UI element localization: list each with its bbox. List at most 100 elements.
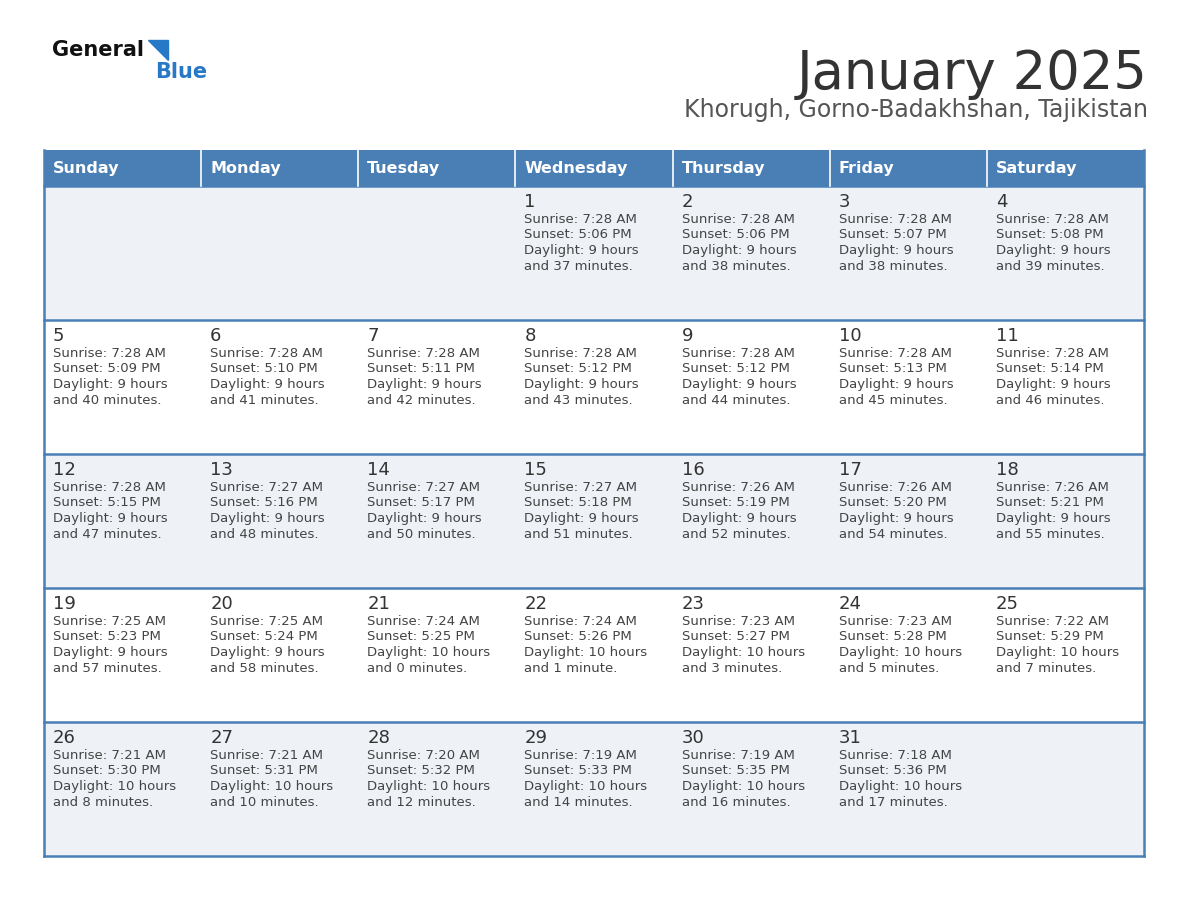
Text: 26: 26 [53,729,76,747]
Text: Sunset: 5:11 PM: Sunset: 5:11 PM [367,363,475,375]
Text: 5: 5 [53,327,64,345]
Text: Daylight: 10 hours: Daylight: 10 hours [367,646,491,659]
Bar [516,150,672,186]
Text: and 39 minutes.: and 39 minutes. [996,260,1105,273]
Text: Sunset: 5:33 PM: Sunset: 5:33 PM [524,765,632,778]
Text: Tuesday: Tuesday [367,161,441,175]
Text: Sunrise: 7:28 AM: Sunrise: 7:28 AM [996,213,1108,226]
Text: Sunset: 5:36 PM: Sunset: 5:36 PM [839,765,947,778]
Text: Sunset: 5:18 PM: Sunset: 5:18 PM [524,497,632,509]
Text: Sunrise: 7:28 AM: Sunrise: 7:28 AM [53,481,166,494]
Text: Sunset: 5:27 PM: Sunset: 5:27 PM [682,631,790,644]
Bar [201,150,359,186]
Text: Sunset: 5:16 PM: Sunset: 5:16 PM [210,497,318,509]
Text: Sunrise: 7:28 AM: Sunrise: 7:28 AM [839,213,952,226]
Text: 10: 10 [839,327,861,345]
Text: and 14 minutes.: and 14 minutes. [524,796,633,809]
Text: Sunrise: 7:27 AM: Sunrise: 7:27 AM [210,481,323,494]
Text: Sunrise: 7:21 AM: Sunrise: 7:21 AM [210,749,323,762]
Text: Daylight: 10 hours: Daylight: 10 hours [682,646,804,659]
Text: Sunrise: 7:22 AM: Sunrise: 7:22 AM [996,615,1108,628]
Text: Daylight: 9 hours: Daylight: 9 hours [839,244,953,257]
Text: Sunset: 5:21 PM: Sunset: 5:21 PM [996,497,1104,509]
Text: 7: 7 [367,327,379,345]
Text: Sunset: 5:07 PM: Sunset: 5:07 PM [839,229,947,241]
Text: and 12 minutes.: and 12 minutes. [367,796,476,809]
Text: and 17 minutes.: and 17 minutes. [839,796,948,809]
Text: 22: 22 [524,595,548,613]
Text: and 43 minutes.: and 43 minutes. [524,394,633,407]
Text: Sunset: 5:10 PM: Sunset: 5:10 PM [210,363,318,375]
Bar [44,588,1144,722]
Text: Sunset: 5:19 PM: Sunset: 5:19 PM [682,497,789,509]
Text: Daylight: 9 hours: Daylight: 9 hours [367,512,482,525]
Text: 15: 15 [524,461,548,479]
Text: Sunrise: 7:28 AM: Sunrise: 7:28 AM [210,347,323,360]
Text: Sunrise: 7:28 AM: Sunrise: 7:28 AM [996,347,1108,360]
Text: and 38 minutes.: and 38 minutes. [682,260,790,273]
Text: Sunday: Sunday [53,161,120,175]
Text: Sunrise: 7:26 AM: Sunrise: 7:26 AM [682,481,795,494]
Text: Sunset: 5:06 PM: Sunset: 5:06 PM [524,229,632,241]
Text: and 16 minutes.: and 16 minutes. [682,796,790,809]
Text: 24: 24 [839,595,861,613]
Text: Sunset: 5:08 PM: Sunset: 5:08 PM [996,229,1104,241]
Text: 19: 19 [53,595,76,613]
Text: Sunset: 5:29 PM: Sunset: 5:29 PM [996,631,1104,644]
Text: Khorugh, Gorno-Badakhshan, Tajikistan: Khorugh, Gorno-Badakhshan, Tajikistan [684,98,1148,122]
Text: Sunrise: 7:19 AM: Sunrise: 7:19 AM [524,749,637,762]
Bar [44,454,1144,588]
Text: and 57 minutes.: and 57 minutes. [53,662,162,675]
Text: Sunset: 5:24 PM: Sunset: 5:24 PM [210,631,318,644]
Text: and 54 minutes.: and 54 minutes. [839,528,947,541]
Text: Sunset: 5:14 PM: Sunset: 5:14 PM [996,363,1104,375]
Text: and 48 minutes.: and 48 minutes. [210,528,318,541]
Text: 3: 3 [839,193,851,211]
Text: Daylight: 9 hours: Daylight: 9 hours [524,512,639,525]
Text: Sunrise: 7:18 AM: Sunrise: 7:18 AM [839,749,952,762]
Text: 14: 14 [367,461,390,479]
Text: Sunrise: 7:19 AM: Sunrise: 7:19 AM [682,749,795,762]
Bar [829,150,987,186]
Text: and 42 minutes.: and 42 minutes. [367,394,476,407]
Text: Daylight: 10 hours: Daylight: 10 hours [210,780,334,793]
Text: Sunrise: 7:24 AM: Sunrise: 7:24 AM [524,615,637,628]
Text: Daylight: 9 hours: Daylight: 9 hours [996,244,1111,257]
Text: and 41 minutes.: and 41 minutes. [210,394,318,407]
Bar [44,320,1144,454]
Text: and 8 minutes.: and 8 minutes. [53,796,153,809]
Text: Daylight: 10 hours: Daylight: 10 hours [524,780,647,793]
Text: and 47 minutes.: and 47 minutes. [53,528,162,541]
Text: Blue: Blue [154,62,207,82]
Text: Sunset: 5:25 PM: Sunset: 5:25 PM [367,631,475,644]
Bar [44,186,1144,320]
Text: Sunrise: 7:28 AM: Sunrise: 7:28 AM [682,213,795,226]
Text: 1: 1 [524,193,536,211]
Text: Thursday: Thursday [682,161,765,175]
Text: 4: 4 [996,193,1007,211]
Text: 9: 9 [682,327,693,345]
Text: Sunset: 5:12 PM: Sunset: 5:12 PM [682,363,790,375]
Text: and 45 minutes.: and 45 minutes. [839,394,947,407]
Text: Sunset: 5:15 PM: Sunset: 5:15 PM [53,497,160,509]
Text: Sunrise: 7:24 AM: Sunrise: 7:24 AM [367,615,480,628]
Text: 30: 30 [682,729,704,747]
Text: Daylight: 10 hours: Daylight: 10 hours [682,780,804,793]
Text: and 44 minutes.: and 44 minutes. [682,394,790,407]
Text: Sunrise: 7:25 AM: Sunrise: 7:25 AM [53,615,166,628]
Text: Daylight: 10 hours: Daylight: 10 hours [839,646,962,659]
Text: Daylight: 9 hours: Daylight: 9 hours [996,378,1111,391]
Text: Sunset: 5:06 PM: Sunset: 5:06 PM [682,229,789,241]
Text: 16: 16 [682,461,704,479]
Text: Daylight: 9 hours: Daylight: 9 hours [682,244,796,257]
Text: 28: 28 [367,729,390,747]
Text: Daylight: 9 hours: Daylight: 9 hours [996,512,1111,525]
Bar [44,722,1144,856]
Text: Sunrise: 7:20 AM: Sunrise: 7:20 AM [367,749,480,762]
Bar [44,150,201,186]
Text: 29: 29 [524,729,548,747]
Text: Sunrise: 7:23 AM: Sunrise: 7:23 AM [839,615,952,628]
Bar [672,150,829,186]
Text: Sunset: 5:32 PM: Sunset: 5:32 PM [367,765,475,778]
Text: Daylight: 9 hours: Daylight: 9 hours [367,378,482,391]
